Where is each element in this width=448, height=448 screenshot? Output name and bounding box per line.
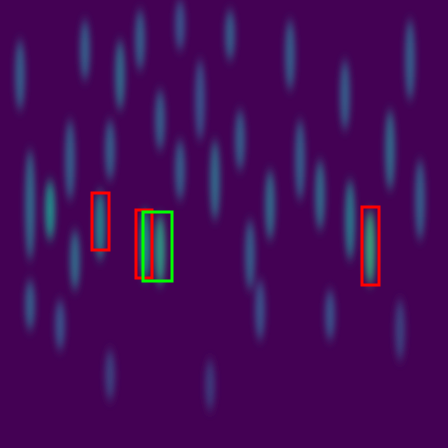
streak <box>175 0 185 50</box>
detection-box <box>143 212 172 281</box>
streak <box>55 300 65 350</box>
streak <box>395 300 405 360</box>
streak <box>15 40 25 110</box>
streak <box>155 90 165 150</box>
streak <box>25 280 35 330</box>
streak <box>345 180 355 260</box>
streak <box>295 120 305 200</box>
streaks <box>15 0 425 410</box>
streak <box>315 160 325 230</box>
streak <box>255 280 265 340</box>
streak <box>325 290 335 340</box>
streak <box>385 110 395 190</box>
detection-box <box>362 207 379 285</box>
streak <box>225 10 235 60</box>
streak <box>115 40 125 110</box>
streak <box>210 140 220 220</box>
background <box>0 0 448 448</box>
streak <box>205 360 215 410</box>
streak <box>105 120 115 180</box>
streak <box>155 215 165 285</box>
streak <box>245 220 255 290</box>
streak <box>235 110 245 170</box>
streak <box>365 210 375 285</box>
streak <box>45 180 55 240</box>
streak <box>265 170 275 240</box>
heatmap <box>0 0 448 448</box>
streak <box>285 20 295 90</box>
streak <box>25 150 35 260</box>
streak <box>80 20 90 80</box>
streak <box>105 350 115 400</box>
streak <box>415 160 425 240</box>
plot-area <box>0 0 448 448</box>
streak <box>175 140 185 200</box>
streak <box>195 60 205 140</box>
streak <box>135 10 145 70</box>
streak <box>70 230 80 290</box>
streak <box>405 20 415 100</box>
streak <box>340 60 350 130</box>
streak <box>65 120 75 200</box>
detection-box <box>92 193 109 250</box>
